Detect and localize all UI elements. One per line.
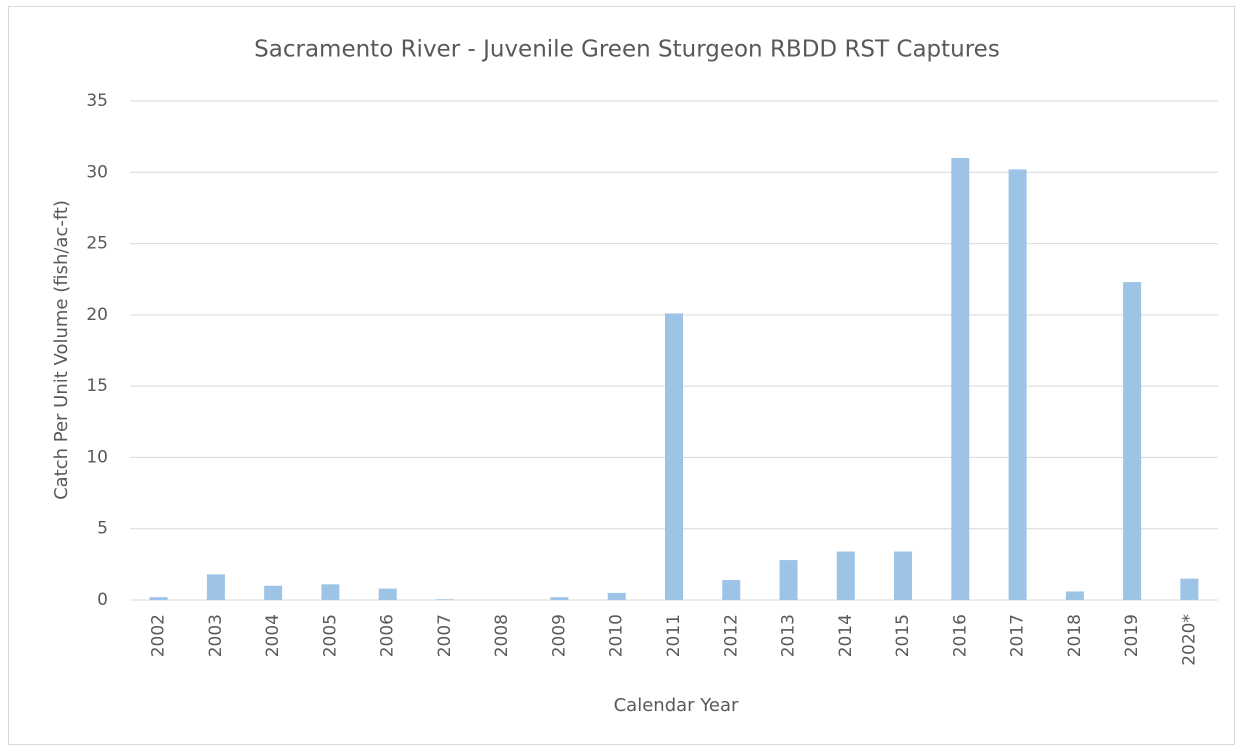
x-tick-label: 2019 — [1122, 614, 1142, 657]
x-tick-label: 2020* — [1179, 614, 1199, 666]
x-tick-label: 2018 — [1065, 614, 1085, 657]
x-tick-label: 2015 — [893, 614, 913, 657]
bar — [264, 585, 283, 600]
bar — [722, 580, 741, 600]
x-axis-title: Calendar Year — [614, 695, 739, 716]
x-tick-label: 2003 — [206, 614, 226, 657]
bar — [1123, 282, 1142, 600]
bar — [378, 588, 397, 600]
x-tick-label: 2002 — [149, 614, 169, 657]
y-tick-label: 30 — [86, 162, 108, 182]
x-tick-label: 2013 — [779, 614, 799, 657]
bar — [836, 551, 855, 600]
y-tick-label: 5 — [97, 519, 108, 539]
bar — [550, 597, 569, 600]
bar — [894, 551, 913, 600]
x-tick-label: 2009 — [549, 614, 569, 657]
x-tick-label: 2011 — [664, 614, 684, 657]
bar — [1180, 578, 1199, 600]
bar — [206, 574, 225, 600]
x-tick-label: 2014 — [836, 614, 856, 657]
bar — [951, 158, 970, 600]
y-tick-label: 15 — [86, 376, 108, 396]
y-tick-label: 35 — [86, 91, 108, 111]
chart-frame — [8, 6, 1235, 745]
x-tick-label: 2004 — [263, 614, 283, 657]
x-tick-label: 2010 — [607, 614, 627, 657]
bar — [607, 592, 626, 600]
x-tick-label: 2005 — [320, 614, 340, 657]
bar — [1065, 591, 1084, 600]
y-tick-label: 25 — [86, 234, 108, 254]
bar — [435, 599, 454, 600]
x-tick-label: 2016 — [950, 614, 970, 657]
x-tick-label: 2008 — [492, 614, 512, 657]
bar — [149, 597, 168, 600]
x-tick-label: 2017 — [1008, 614, 1028, 657]
y-tick-label: 20 — [86, 305, 108, 325]
x-tick-label: 2012 — [721, 614, 741, 657]
bar — [665, 313, 683, 600]
x-tick-label: 2007 — [435, 614, 455, 657]
y-axis-title: Catch Per Unit Volume (fish/ac-ft) — [51, 200, 72, 500]
y-tick-label: 0 — [97, 590, 108, 610]
chart-title: Sacramento River - Juvenile Green Sturge… — [254, 37, 1000, 63]
x-tick-label: 2006 — [378, 614, 398, 657]
bar — [1008, 169, 1027, 601]
y-tick-label: 10 — [86, 447, 108, 467]
bar — [779, 560, 798, 600]
bar — [321, 584, 340, 600]
